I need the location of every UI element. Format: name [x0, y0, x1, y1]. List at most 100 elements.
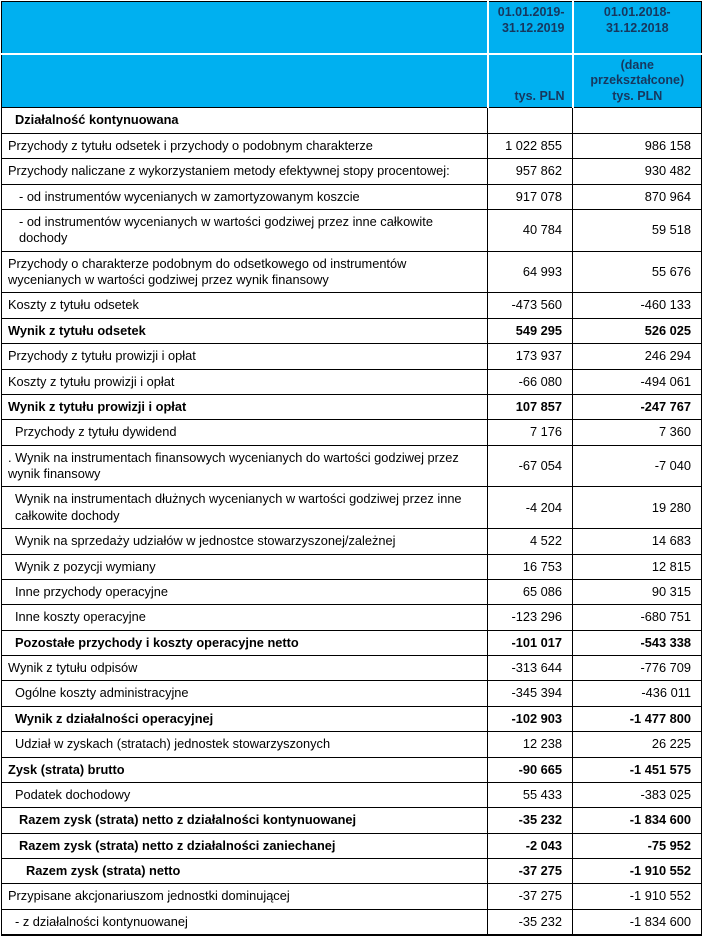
value-2018: 246 294 [572, 343, 702, 370]
value-2018: 90 315 [572, 578, 702, 606]
value-2018: 55 676 [572, 250, 702, 294]
value-2019 [487, 107, 573, 134]
table-body: Działalność kontynuowana Przychody z tytu… [1, 107, 702, 936]
row-label: Razem zysk (strata) netto z działalności… [1, 807, 488, 834]
row-label: Koszty z tytułu prowizji i opłat [1, 368, 488, 395]
value-2019: 16 753 [487, 553, 573, 580]
header-period-2018: 01.01.2018- 31.12.2018 [571, 1, 702, 55]
table-row: Pozostałe przychody i koszty operacyjne … [1, 629, 702, 657]
row-label: - od instrumentów wycenianych w wartości… [1, 208, 488, 252]
value-2019: 4 522 [487, 528, 573, 555]
header-period-row: 01.01.2019- 31.12.2019 01.01.2018- 31.12… [1, 1, 702, 55]
value-2019: -35 232 [487, 807, 573, 834]
value-2018: -543 338 [572, 629, 702, 657]
row-label: Ogólne koszty administracyjne [1, 680, 488, 707]
table-row: Przychody o charakterze podobnym do odse… [1, 250, 702, 294]
table-row: Wynik z pozycji wymiany 16 753 12 815 [1, 553, 702, 580]
table-row: Przypisane akcjonariuszom jednostki domi… [1, 883, 702, 910]
row-label: Przychody z tytułu odsetek i przychody o… [1, 132, 488, 160]
row-label: - z działalności kontynuowanej [1, 908, 488, 936]
table-row: . Wynik na instrumentach finansowych wyc… [1, 444, 702, 488]
value-2018: -494 061 [572, 368, 702, 395]
value-2018: 986 158 [572, 132, 702, 160]
value-2019: -37 275 [487, 857, 573, 885]
value-2018: 14 683 [572, 528, 702, 555]
table-row: Inne przychody operacyjne 65 086 90 315 [1, 578, 702, 606]
value-2018: 12 815 [572, 553, 702, 580]
value-2019: 64 993 [487, 250, 573, 294]
table-row: Działalność kontynuowana [1, 107, 702, 134]
value-2018: -1 451 575 [572, 756, 702, 783]
value-2018: 930 482 [572, 158, 702, 185]
row-label: Razem zysk (strata) netto [1, 857, 488, 885]
value-2019: 917 078 [487, 183, 573, 210]
row-label: Wynik z tytułu odpisów [1, 654, 488, 682]
value-2018: 26 225 [572, 731, 702, 758]
value-2019: -101 017 [487, 629, 573, 657]
header-unit-2018: (dane przekształcone) tys. PLN [571, 52, 702, 109]
table-row: Razem zysk (strata) netto z działalności… [1, 807, 702, 834]
row-label: Zysk (strata) brutto [1, 756, 488, 783]
row-label: - od instrumentów wycenianych w zamortyz… [1, 183, 488, 210]
row-label: Udział w zyskach (stratach) jednostek st… [1, 731, 488, 758]
table-row: Inne koszty operacyjne -123 296 -680 751 [1, 604, 702, 631]
table-row: Wynik z tytułu odpisów -313 644 -776 709 [1, 654, 702, 682]
value-2018: -680 751 [572, 604, 702, 631]
value-2018: -383 025 [572, 781, 702, 809]
value-2018: -1 910 552 [572, 883, 702, 910]
header-period-2019: 01.01.2019- 31.12.2019 [486, 1, 574, 55]
value-2019: -345 394 [487, 680, 573, 707]
row-label: Podatek dochodowy [1, 781, 488, 809]
value-2018: -1 834 600 [572, 807, 702, 834]
row-label: Przychody naliczane z wykorzystaniem met… [1, 158, 488, 185]
value-2018: 870 964 [572, 183, 702, 210]
value-2018: -247 767 [572, 393, 702, 421]
header-unit-corner-cell [1, 52, 489, 109]
table-row: Razem zysk (strata) netto z działalności… [1, 832, 702, 860]
value-2019: 173 937 [487, 343, 573, 370]
value-2018: 526 025 [572, 317, 702, 345]
header-unit-2019: tys. PLN [486, 52, 574, 109]
table-row: Przychody z tytułu dywidend 7 176 7 360 [1, 419, 702, 446]
value-2018: 7 360 [572, 419, 702, 446]
table-row: - od instrumentów wycenianych w wartości… [1, 208, 702, 252]
value-2019: -313 644 [487, 654, 573, 682]
value-2018: -1 834 600 [572, 908, 702, 936]
table-row: Przychody z tytułu prowizji i opłat 173 9… [1, 343, 702, 370]
row-label: Wynik na sprzedaży udziałów w jednostce … [1, 528, 488, 555]
row-label: . Wynik na instrumentach finansowych wyc… [1, 444, 488, 488]
table-row: Ogólne koszty administracyjne -345 394 -43… [1, 680, 702, 707]
table-row: Razem zysk (strata) netto -37 275 -1 910 5… [1, 857, 702, 885]
value-2018: -1 910 552 [572, 857, 702, 885]
table-row: Przychody z tytułu odsetek i przychody o… [1, 132, 702, 160]
row-label: Koszty z tytułu odsetek [1, 292, 488, 319]
table-row: Udział w zyskach (stratach) jednostek st… [1, 731, 702, 758]
value-2019: -37 275 [487, 883, 573, 910]
table-header: 01.01.2019- 31.12.2019 01.01.2018- 31.12… [1, 1, 702, 109]
value-2018: -1 477 800 [572, 705, 702, 733]
header-unit-row: tys. PLN (dane przekształcone) tys. PLN [1, 52, 702, 109]
value-2019: -35 232 [487, 908, 573, 936]
row-label: Wynik z pozycji wymiany [1, 553, 488, 580]
table-row: - z działalności kontynuowanej -35 232 -1 … [1, 908, 702, 936]
table-row: Wynik na sprzedaży udziałów w jednostce … [1, 528, 702, 555]
row-label: Wynik z działalności operacyjnej [1, 705, 488, 733]
value-2019: 7 176 [487, 419, 573, 446]
row-label: Przychody z tytułu dywidend [1, 419, 488, 446]
header-corner-cell [1, 1, 489, 55]
table-row: Wynik na instrumentach dłużnych wycenian… [1, 486, 702, 530]
value-2018: -460 133 [572, 292, 702, 319]
row-label: Działalność kontynuowana [1, 107, 488, 134]
row-label: Przypisane akcjonariuszom jednostki domi… [1, 883, 488, 910]
value-2018: -776 709 [572, 654, 702, 682]
value-2018: -436 011 [572, 680, 702, 707]
value-2019: 65 086 [487, 578, 573, 606]
value-2019: -473 560 [487, 292, 573, 319]
table-row: Koszty z tytułu prowizji i opłat -66 080-… [1, 368, 702, 395]
value-2018: -75 952 [572, 832, 702, 860]
row-label: Wynik z tytułu odsetek [1, 317, 488, 345]
value-2019: 549 295 [487, 317, 573, 345]
value-2019: -66 080 [487, 368, 573, 395]
table-row: Zysk (strata) brutto -90 665 -1 451 575 [1, 756, 702, 783]
